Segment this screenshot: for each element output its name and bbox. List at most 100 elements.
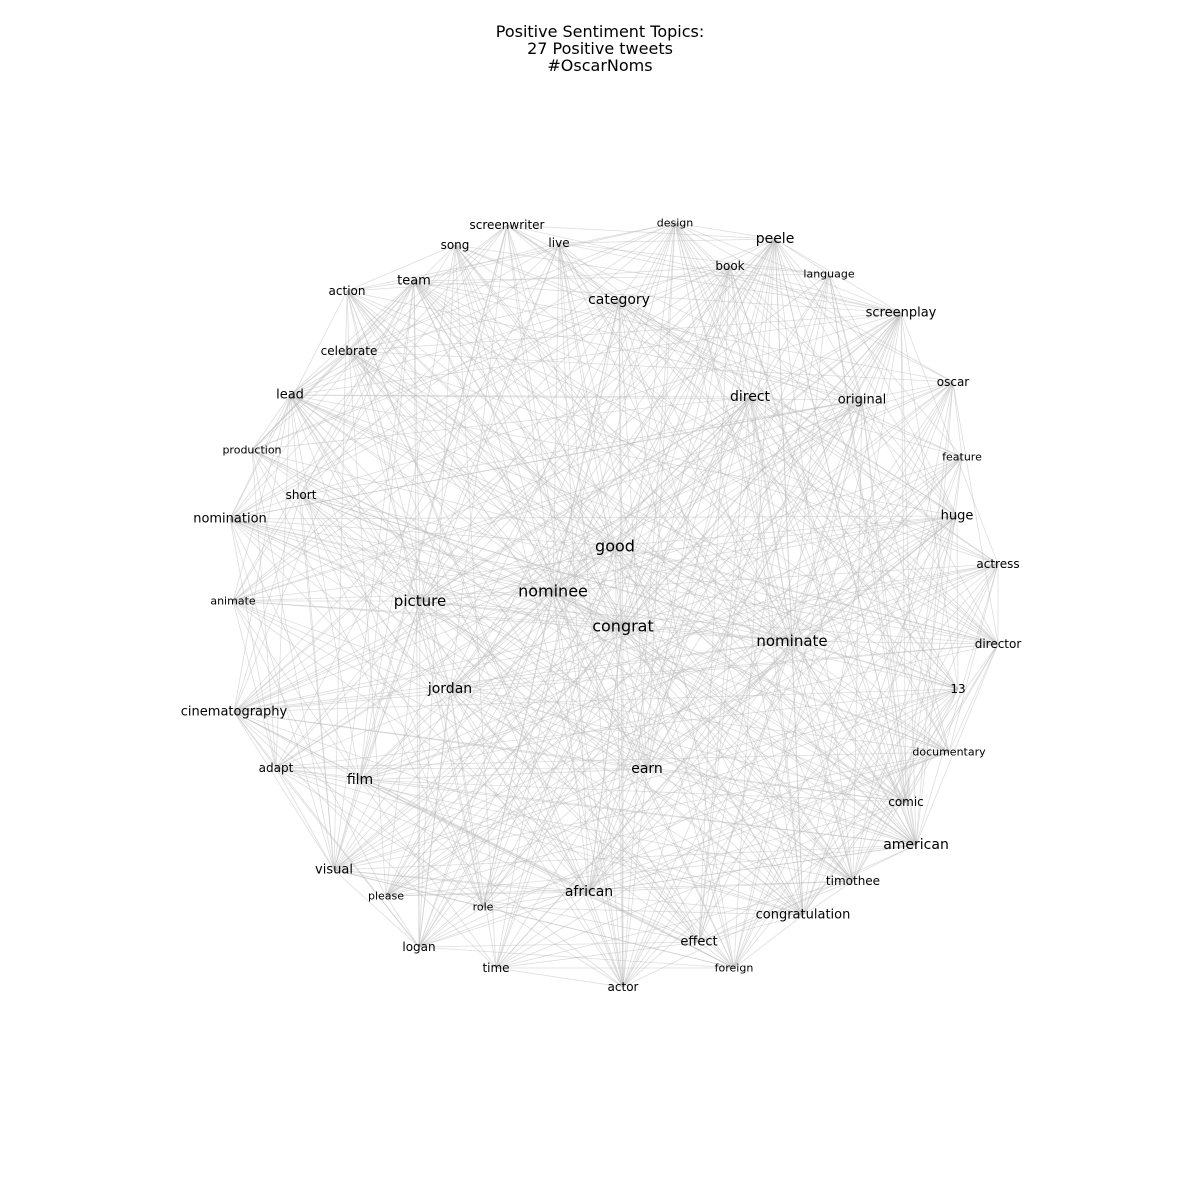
edge [333, 768, 648, 871]
edge [802, 880, 854, 916]
edge [418, 688, 959, 948]
edge [698, 399, 863, 943]
edge [233, 265, 731, 713]
edge [749, 312, 902, 398]
edge [454, 244, 902, 314]
edge [385, 396, 751, 897]
edge [774, 238, 902, 314]
edge [229, 394, 291, 520]
edge [232, 600, 917, 846]
edge [333, 515, 958, 871]
edge [733, 381, 954, 969]
edge [232, 515, 958, 602]
node-label-documentary: documentary [912, 746, 986, 759]
edge [646, 768, 917, 846]
edge [552, 563, 999, 592]
node-label-jordan: jordan [427, 681, 472, 697]
node-label-screenwriter: screenwriter [470, 218, 545, 232]
edge [275, 242, 560, 769]
edge [300, 494, 804, 916]
edge [413, 280, 420, 948]
edge [733, 563, 999, 969]
edge [749, 396, 958, 517]
edge [905, 688, 959, 803]
node-label-film: film [347, 772, 373, 788]
edge [233, 590, 554, 713]
edge [791, 515, 958, 642]
edge [729, 265, 830, 275]
title-line-3: #OscarNoms [547, 56, 652, 75]
edge [558, 242, 735, 969]
edge [229, 222, 676, 520]
edge [614, 238, 776, 547]
edge [333, 625, 624, 871]
edge [413, 280, 804, 916]
edge [233, 273, 830, 713]
edge [495, 265, 731, 969]
edge [729, 265, 917, 846]
edge [275, 312, 902, 769]
edge [275, 767, 624, 988]
edge [558, 242, 830, 275]
edge [300, 224, 508, 496]
edge [385, 312, 902, 897]
edge [232, 396, 751, 602]
edge [861, 399, 907, 803]
edge [622, 399, 863, 627]
node-label-short: short [286, 488, 317, 502]
edge [385, 515, 958, 897]
edge [419, 224, 508, 602]
edge [413, 280, 999, 645]
node-label-visual: visual [315, 863, 353, 878]
edge [674, 222, 999, 645]
edge [419, 600, 804, 916]
edge [729, 265, 902, 314]
node-label-song: song [441, 238, 470, 252]
edge [233, 494, 302, 713]
edge [346, 290, 804, 916]
edge [333, 869, 420, 948]
edge [622, 273, 830, 988]
edge [232, 244, 456, 602]
edge [622, 844, 917, 988]
edge [749, 396, 950, 753]
edge [289, 350, 350, 396]
edge [733, 914, 804, 969]
edge [552, 545, 616, 592]
edge [588, 891, 624, 988]
edge [646, 688, 959, 770]
node-label-nomination: nomination [193, 512, 267, 527]
edge [251, 449, 999, 645]
edge [419, 600, 451, 690]
edge [233, 688, 959, 713]
node-label-production: production [222, 444, 281, 457]
edge [852, 515, 958, 882]
edge [385, 891, 590, 897]
edge [952, 381, 999, 645]
edge [558, 242, 902, 314]
edge [300, 494, 484, 908]
edge [622, 515, 958, 988]
node-label-please: please [368, 890, 404, 903]
edge [385, 751, 950, 897]
edge [418, 224, 508, 948]
edge [552, 590, 917, 846]
edge [454, 244, 963, 458]
edge [588, 563, 999, 893]
edge [289, 394, 917, 846]
edge [229, 518, 277, 769]
edge [449, 643, 999, 690]
edge [698, 265, 731, 943]
edge [698, 801, 907, 943]
edge [454, 244, 793, 642]
edge [729, 265, 793, 642]
edge [749, 396, 959, 690]
edge [348, 350, 624, 988]
edge [588, 396, 751, 893]
edge [791, 640, 917, 846]
edge [495, 312, 902, 969]
edge [622, 381, 954, 988]
edge [774, 238, 830, 275]
edge [300, 494, 624, 988]
